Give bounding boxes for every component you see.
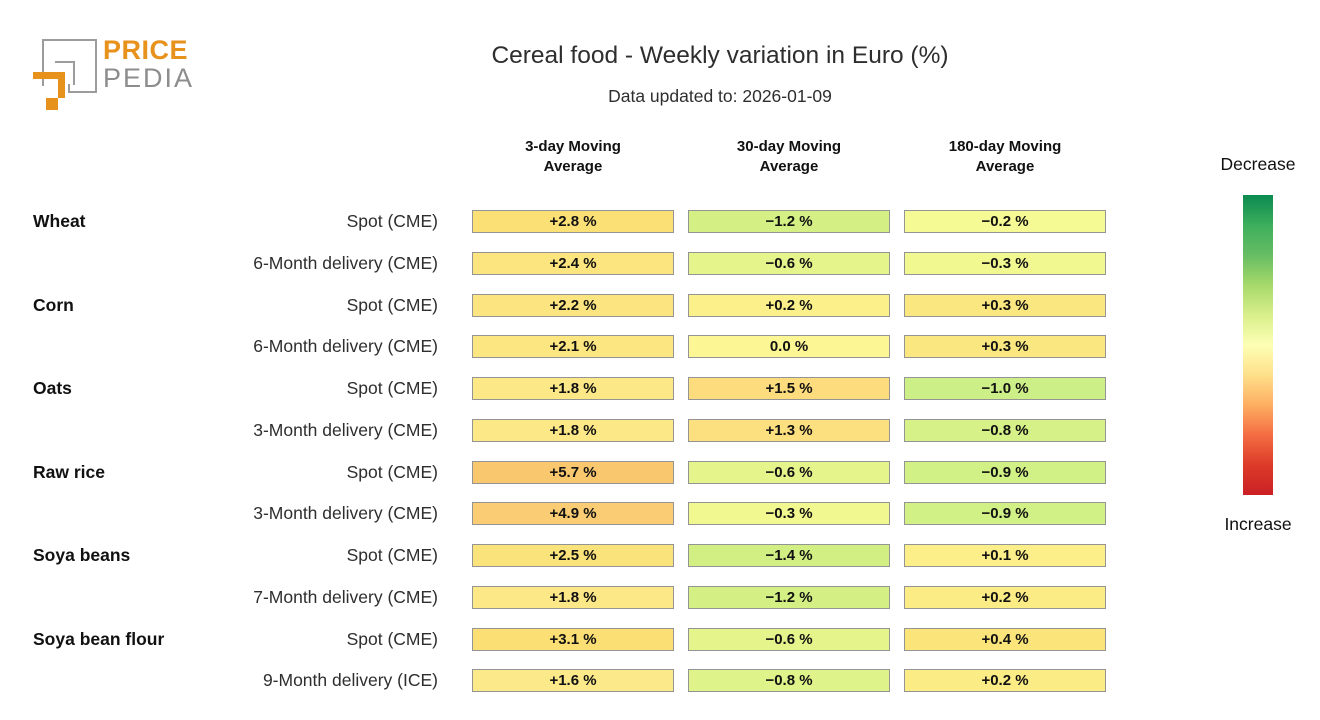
contract-label: 9-Month delivery (ICE) — [262, 670, 438, 690]
table-row: 3-Month delivery (CME) +4.9 % −0.3 % −0.… — [0, 502, 1320, 525]
heatmap-cell: +0.4 % — [904, 628, 1106, 651]
heatmap-cell: +0.1 % — [904, 544, 1106, 567]
contract-label: 6-Month delivery (CME) — [253, 253, 438, 273]
heatmap-cell: +2.8 % — [472, 210, 674, 233]
heatmap-cell: −0.6 % — [688, 628, 890, 651]
commodity-group-label: Soya beans — [33, 545, 131, 565]
heatmap-cell: −0.8 % — [904, 419, 1106, 442]
contract-label: Spot (CME) — [346, 545, 438, 565]
heatmap-cell: −1.4 % — [688, 544, 890, 567]
contract-label: Spot (CME) — [346, 378, 438, 398]
heatmap-cell: 0.0 % — [688, 335, 890, 358]
table-row: Soya beans Spot (CME) +2.5 % −1.4 % +0.1… — [0, 544, 1320, 567]
heatmap-cell: −1.2 % — [688, 586, 890, 609]
column-header-3day: 3-day Moving Average — [525, 138, 621, 175]
commodity-group-label: Raw rice — [33, 462, 105, 482]
table-row: Wheat Spot (CME) +2.8 % −1.2 % −0.2 % — [0, 210, 1320, 233]
column-header-180day: 180-day Moving Average — [948, 138, 1062, 175]
table-row: 3-Month delivery (CME) +1.8 % +1.3 % −0.… — [0, 419, 1320, 442]
heatmap-cell: +4.9 % — [472, 502, 674, 525]
contract-label: 7-Month delivery (CME) — [253, 587, 438, 607]
commodity-group-label: Corn — [33, 295, 74, 315]
heatmap-cell: +1.3 % — [688, 419, 890, 442]
commodity-group-label: Oats — [33, 378, 72, 398]
heatmap-cell: +1.8 % — [472, 586, 674, 609]
heatmap-cell: −1.0 % — [904, 377, 1106, 400]
heatmap-cell: +0.3 % — [904, 294, 1106, 317]
contract-label: Spot (CME) — [346, 295, 438, 315]
table-row: 6-Month delivery (CME) +2.4 % −0.6 % −0.… — [0, 252, 1320, 275]
table-row: Corn Spot (CME) +2.2 % +0.2 % +0.3 % — [0, 294, 1320, 317]
heatmap-cell: −0.9 % — [904, 502, 1106, 525]
table-row: Raw rice Spot (CME) +5.7 % −0.6 % −0.9 % — [0, 461, 1320, 484]
heatmap-cell: −0.3 % — [904, 252, 1106, 275]
contract-label: Spot (CME) — [346, 211, 438, 231]
logo-text-pedia: PEDIA — [103, 63, 195, 93]
heatmap-cell: +1.8 % — [472, 419, 674, 442]
heatmap-cell: −0.8 % — [688, 669, 890, 692]
legend-increase-label: Increase — [1224, 514, 1292, 534]
heatmap-cell: +2.1 % — [472, 335, 674, 358]
contract-label: Spot (CME) — [346, 629, 438, 649]
table-row: 6-Month delivery (CME) +2.1 % 0.0 % +0.3… — [0, 335, 1320, 358]
contract-label: Spot (CME) — [346, 462, 438, 482]
colorbar-gradient — [1243, 195, 1273, 495]
legend-decrease-label: Decrease — [1220, 154, 1296, 174]
heatmap-cell: +0.3 % — [904, 335, 1106, 358]
heatmap-cell: −0.6 % — [688, 252, 890, 275]
pricepedia-logo: PRICE PEDIA — [30, 32, 220, 114]
heatmap-cell: +2.2 % — [472, 294, 674, 317]
contract-label: 3-Month delivery (CME) — [253, 420, 438, 440]
logo-text-price: PRICE — [103, 35, 189, 65]
heatmap-cell: +2.5 % — [472, 544, 674, 567]
table-row: Oats Spot (CME) +1.8 % +1.5 % −1.0 % — [0, 377, 1320, 400]
heatmap-cell: +2.4 % — [472, 252, 674, 275]
commodity-group-label: Soya bean flour — [33, 629, 165, 649]
contract-label: 3-Month delivery (CME) — [253, 503, 438, 523]
commodity-group-label: Wheat — [33, 211, 86, 231]
heatmap-cell: +3.1 % — [472, 628, 674, 651]
heatmap-cell: +1.5 % — [688, 377, 890, 400]
heatmap-cell: +0.2 % — [904, 669, 1106, 692]
contract-label: 6-Month delivery (CME) — [253, 336, 438, 356]
column-header-30day: 30-day Moving Average — [736, 138, 842, 175]
heatmap-cell: −0.6 % — [688, 461, 890, 484]
heatmap-cell: −0.2 % — [904, 210, 1106, 233]
table-row: 7-Month delivery (CME) +1.8 % −1.2 % +0.… — [0, 586, 1320, 609]
heatmap-cell: +1.6 % — [472, 669, 674, 692]
heatmap-cell: +0.2 % — [688, 294, 890, 317]
page-title: Cereal food - Weekly variation in Euro (… — [491, 42, 949, 69]
table-row: Soya bean flour Spot (CME) +3.1 % −0.6 %… — [0, 628, 1320, 651]
logo-arrow-icon — [33, 72, 65, 79]
heatmap-cell: −0.9 % — [904, 461, 1106, 484]
heatmap-cell: +0.2 % — [904, 586, 1106, 609]
data-updated-subtitle: Data updated to: 2026-01-09 — [608, 86, 832, 106]
heatmap-cell: +5.7 % — [472, 461, 674, 484]
heatmap-cell: +1.8 % — [472, 377, 674, 400]
heatmap-cell: −0.3 % — [688, 502, 890, 525]
table-row: 9-Month delivery (ICE) +1.6 % −0.8 % +0.… — [0, 669, 1320, 692]
heatmap-cell: −1.2 % — [688, 210, 890, 233]
